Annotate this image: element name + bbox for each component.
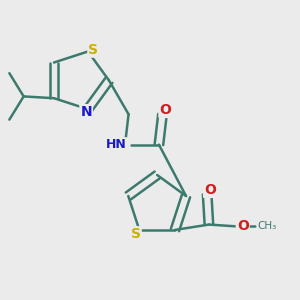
Text: HN: HN (106, 138, 126, 151)
Text: CH₃: CH₃ (257, 221, 276, 231)
Text: N: N (80, 105, 92, 119)
Text: O: O (159, 103, 171, 117)
Text: S: S (131, 227, 141, 241)
Text: O: O (237, 219, 249, 233)
Text: S: S (88, 43, 98, 57)
Text: O: O (204, 183, 216, 197)
